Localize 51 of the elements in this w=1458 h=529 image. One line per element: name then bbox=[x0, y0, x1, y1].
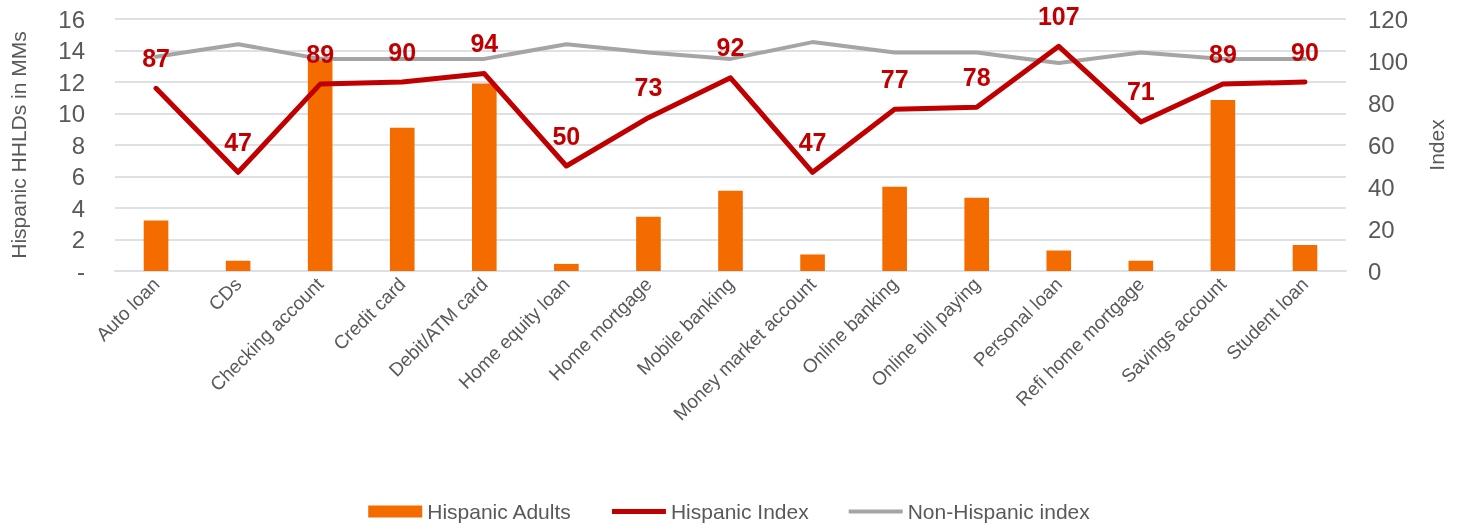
data-label: 71 bbox=[1126, 77, 1155, 106]
y-tick-label: 12 bbox=[58, 68, 85, 96]
y-tick-label: 8 bbox=[71, 131, 85, 159]
y-axis-title: Hispanic HHLDs in MMs bbox=[7, 31, 30, 259]
bar bbox=[882, 186, 907, 271]
data-label: 107 bbox=[1037, 1, 1080, 30]
bar bbox=[554, 263, 579, 271]
y-tick-label: 6 bbox=[71, 163, 85, 190]
data-label: 50 bbox=[552, 121, 581, 150]
y-tick-label: 16 bbox=[58, 5, 85, 33]
bar bbox=[718, 190, 743, 271]
bar bbox=[225, 260, 251, 271]
y2-tick-label: 40 bbox=[1368, 173, 1395, 201]
y2-tick-label: 20 bbox=[1368, 215, 1395, 243]
bar bbox=[1210, 100, 1236, 271]
data-label: 47 bbox=[224, 127, 253, 156]
bar bbox=[1292, 245, 1318, 271]
data-label: 89 bbox=[1208, 39, 1237, 68]
data-label: 92 bbox=[716, 33, 745, 62]
data-label: 87 bbox=[142, 43, 170, 72]
x-tick-label: CDs bbox=[204, 273, 246, 315]
legend-label: Hispanic Index bbox=[670, 500, 810, 523]
legend-label: Non-Hispanic index bbox=[907, 500, 1091, 523]
data-label: 89 bbox=[306, 39, 335, 68]
y2-tick-label: 80 bbox=[1368, 89, 1395, 117]
bar bbox=[1128, 260, 1154, 271]
bar bbox=[143, 220, 169, 271]
data-label: 94 bbox=[470, 29, 499, 58]
y2-tick-label: 120 bbox=[1368, 5, 1409, 33]
data-label: 73 bbox=[634, 73, 663, 102]
y-tick-label: 4 bbox=[71, 194, 85, 222]
data-label: 77 bbox=[880, 64, 909, 93]
bar bbox=[1046, 250, 1072, 271]
bar bbox=[636, 216, 661, 271]
data-label: 78 bbox=[962, 62, 991, 91]
y2-tick-label: 100 bbox=[1368, 47, 1409, 75]
y2-tick-label: 0 bbox=[1368, 257, 1382, 285]
data-label: 90 bbox=[388, 37, 417, 66]
bar bbox=[964, 197, 990, 271]
bar bbox=[471, 83, 497, 271]
bar bbox=[389, 127, 415, 271]
data-label: 47 bbox=[798, 127, 827, 156]
bar bbox=[800, 254, 825, 271]
y-tick-label: 10 bbox=[58, 100, 85, 127]
y2-tick-label: 60 bbox=[1368, 131, 1395, 159]
legend-label: Hispanic Adults bbox=[427, 500, 571, 523]
y-tick-label: 2 bbox=[71, 226, 85, 253]
data-label: 90 bbox=[1291, 37, 1319, 66]
y2-axis-title: Index bbox=[1425, 118, 1448, 171]
y-tick-label: - bbox=[77, 257, 85, 285]
y-tick-label: 14 bbox=[58, 37, 85, 64]
